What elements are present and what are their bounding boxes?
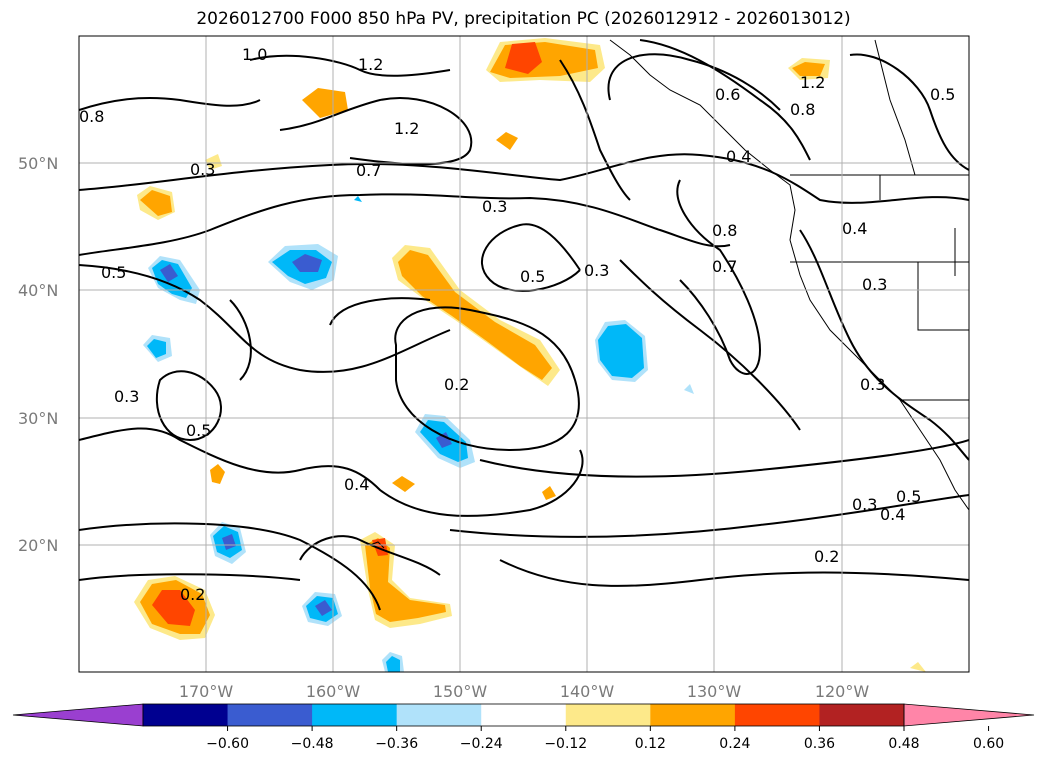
map-frame	[78, 35, 970, 673]
latitude-labels: 50°N 40°N 30°N 20°N	[18, 154, 58, 555]
contour-label: 0.2	[180, 585, 205, 604]
lon-label: 120°W	[815, 682, 870, 701]
contour-label: 0.4	[842, 219, 867, 238]
contour-label: 0.2	[814, 547, 839, 566]
contour-label: 0.3	[862, 275, 887, 294]
contour-label: 1.2	[394, 119, 419, 138]
colorbar-segment	[819, 704, 905, 726]
contour-label: 0.4	[726, 147, 751, 166]
contour-label: 0.8	[712, 221, 737, 240]
colorbar-tick-label: −0.48	[291, 736, 334, 752]
contour-label: 0.8	[79, 107, 104, 126]
longitude-labels: 170°W 160°W 150°W 140°W 130°W 120°W	[179, 682, 870, 701]
contour-label: 1.2	[800, 73, 825, 92]
lat-label: 50°N	[18, 154, 58, 173]
contour-label: 0.3	[190, 160, 215, 179]
colorbar-tick-label: 0.48	[888, 736, 919, 752]
contour-label: 0.8	[790, 100, 815, 119]
lat-label: 40°N	[18, 281, 58, 300]
lon-label: 130°W	[687, 682, 742, 701]
colorbar-tick-label: −0.60	[206, 736, 249, 752]
colorbar-tick-label: −0.36	[375, 736, 418, 752]
contour-label: 0.5	[101, 263, 126, 282]
lat-label: 30°N	[18, 409, 58, 428]
contour-label: 0.3	[114, 387, 139, 406]
colorbar-segment	[312, 704, 398, 726]
lon-label: 170°W	[179, 682, 234, 701]
colorbar-segment	[227, 704, 313, 726]
contour-label: 0.2	[444, 375, 469, 394]
colorbar-tick-label: −0.24	[460, 736, 503, 752]
colorbar-ticks: −0.60 −0.48 −0.36 −0.24 −0.12 0.12 0.24 0.36 0.4…	[206, 726, 1004, 752]
contour-label: 0.3	[584, 261, 609, 280]
colorbar-segment	[734, 704, 820, 726]
colorbar-tick-label: −0.12	[544, 736, 587, 752]
gridlines	[79, 36, 969, 672]
colorbar-segment	[396, 704, 482, 726]
contour-label: 0.5	[930, 85, 955, 104]
colorbar: −0.60 −0.48 −0.36 −0.24 −0.12 0.12 0.24 0.36 0.4…	[12, 703, 1035, 752]
lat-label: 20°N	[18, 536, 58, 555]
contour-label: 0.4	[880, 505, 905, 524]
lon-label: 140°W	[560, 682, 615, 701]
contour-label: 1.0	[242, 45, 267, 64]
contour-label: 0.7	[712, 257, 737, 276]
contour-label: 0.5	[186, 421, 211, 440]
colorbar-extend-low	[12, 703, 144, 727]
map-title: 2026012700 F000 850 hPa PV, precipitatio…	[196, 9, 851, 29]
precipitation-shading	[134, 38, 926, 672]
contour-labels: 1.0 1.2 0.8 1.2 1.2 0.6 0.7 0.4 0.3 0.5 …	[79, 45, 955, 604]
contour-label: 0.6	[715, 85, 740, 104]
colorbar-segment	[481, 704, 567, 726]
colorbar-tick-label: 0.24	[719, 736, 750, 752]
contour-label: 0.4	[344, 475, 369, 494]
contour-label: 0.3	[852, 495, 877, 514]
colorbar-segment	[650, 704, 736, 726]
colorbar-segment	[143, 704, 229, 726]
coastlines	[369, 39, 969, 549]
colorbar-segment	[565, 704, 651, 726]
contour-label: 1.2	[358, 55, 383, 74]
contour-label: 0.3	[482, 197, 507, 216]
colorbar-segments	[12, 703, 1035, 727]
lon-label: 160°W	[306, 682, 361, 701]
contour-label: 0.5	[520, 267, 545, 286]
contour-label: 0.3	[860, 375, 885, 394]
colorbar-tick-label: 0.60	[973, 736, 1004, 752]
colorbar-tick-label: 0.12	[635, 736, 666, 752]
colorbar-tick-label: 0.36	[804, 736, 835, 752]
contour-label: 0.7	[356, 161, 381, 180]
contour-label: 0.5	[896, 487, 921, 506]
lon-label: 150°W	[433, 682, 488, 701]
colorbar-extend-high	[903, 703, 1035, 727]
colorbar-frame	[142, 703, 905, 727]
